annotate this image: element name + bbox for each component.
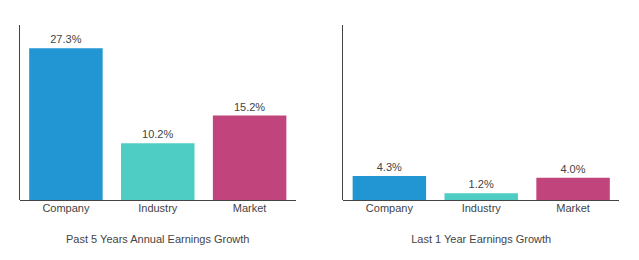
svg-text:4.3%: 4.3%	[377, 161, 402, 173]
svg-text:10.2%: 10.2%	[142, 128, 173, 140]
svg-text:15.2%: 15.2%	[234, 101, 265, 113]
svg-text:4.0%: 4.0%	[560, 163, 585, 175]
svg-text:1.2%: 1.2%	[469, 178, 494, 190]
svg-text:27.3%: 27.3%	[50, 33, 81, 45]
svg-text:Market: Market	[233, 202, 267, 214]
svg-text:Past 5 Years Annual Earnings G: Past 5 Years Annual Earnings Growth	[66, 233, 249, 245]
svg-text:Company: Company	[366, 202, 414, 214]
svg-text:Industry: Industry	[138, 202, 178, 214]
svg-text:Industry: Industry	[462, 202, 502, 214]
svg-text:Market: Market	[556, 202, 590, 214]
svg-text:Company: Company	[42, 202, 90, 214]
svg-text:Last 1 Year Earnings Growth: Last 1 Year Earnings Growth	[411, 233, 551, 245]
